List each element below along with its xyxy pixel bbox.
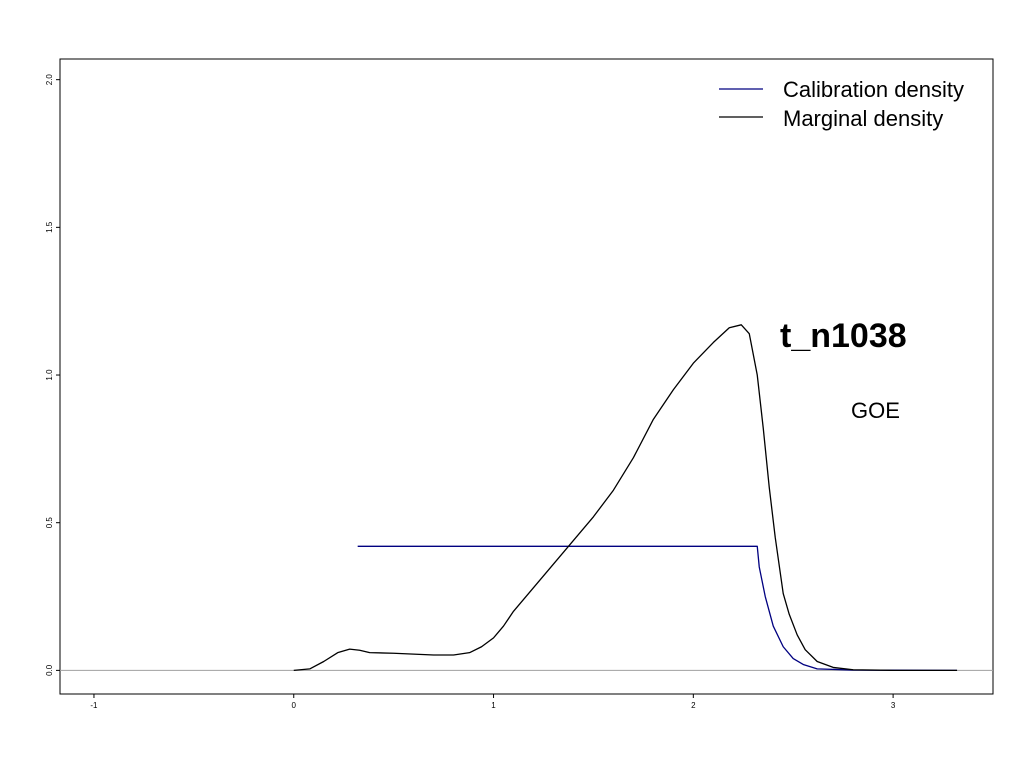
legend-label-calibration: Calibration density [783, 77, 964, 102]
chart-subtitle: GOE [851, 398, 900, 423]
x-tick-label: -1 [90, 701, 98, 710]
x-axis: -1 0 1 2 3 [90, 694, 896, 710]
x-tick-label: 0 [292, 701, 297, 710]
y-axis: 0.0 0.5 1.0 1.5 2.0 [45, 74, 60, 676]
series-line-calibration [357, 545, 958, 672]
y-tick-label: 0.0 [45, 664, 54, 676]
chart-title: t_n1038 [780, 317, 907, 355]
series-line-marginal [293, 324, 958, 672]
y-tick-label: 1.5 [45, 221, 54, 233]
x-tick-label: 1 [491, 701, 496, 710]
x-tick-label: 2 [691, 701, 696, 710]
series-lines [293, 324, 958, 672]
y-tick-label: 0.5 [45, 517, 54, 529]
y-tick-label: 2.0 [45, 74, 54, 86]
legend-label-marginal: Marginal density [783, 106, 943, 131]
legend: Calibration density Marginal density [719, 77, 964, 131]
x-tick-label: 3 [891, 701, 896, 710]
plot-frame [59, 58, 994, 695]
y-tick-label: 1.0 [45, 369, 54, 381]
